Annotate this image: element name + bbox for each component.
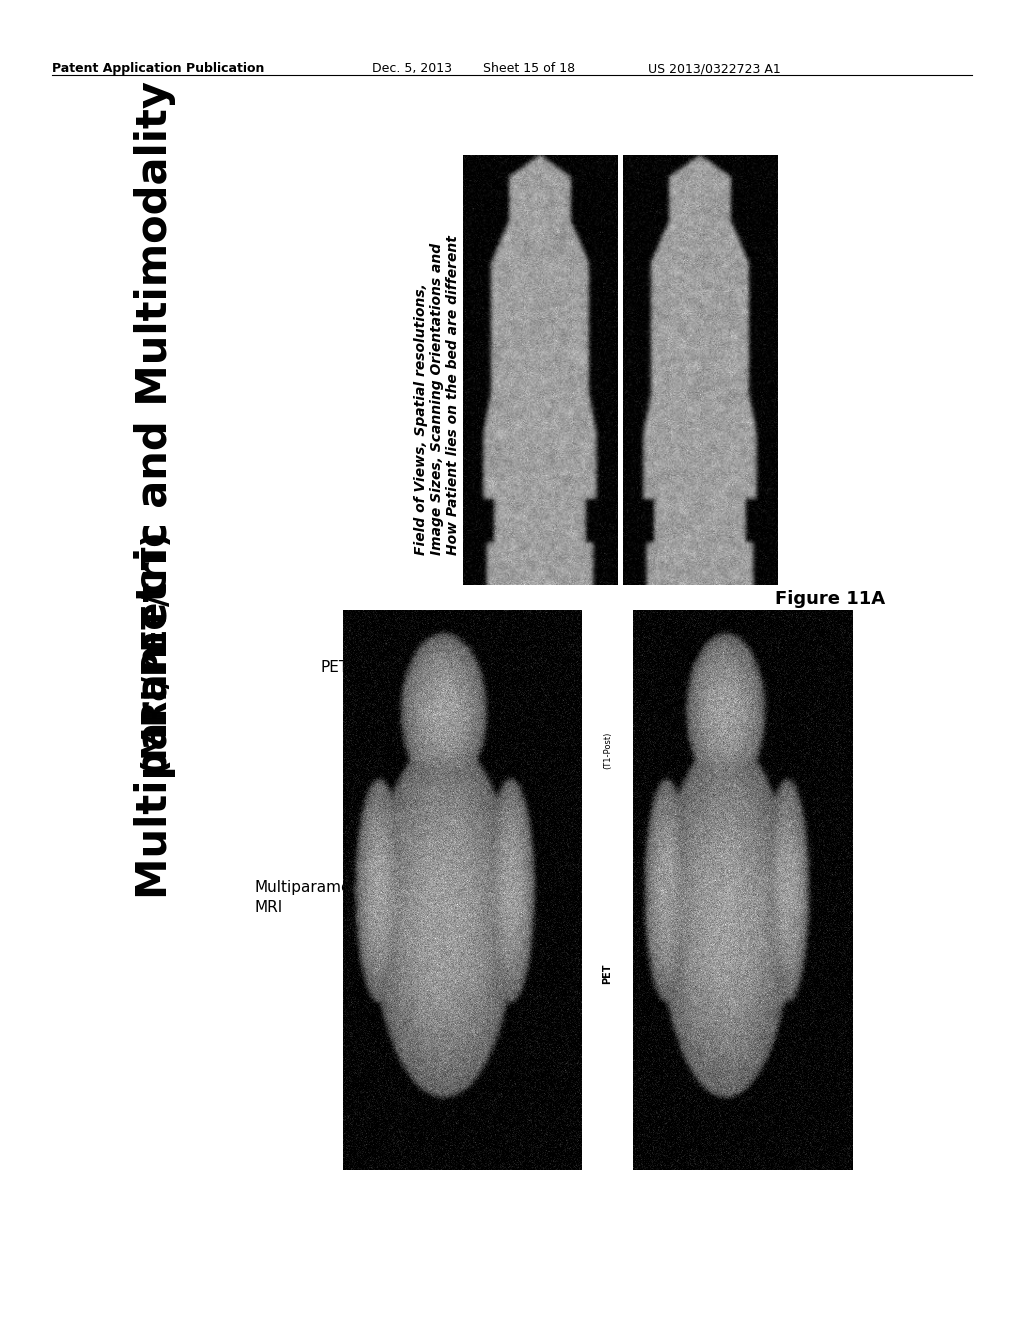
Text: (T1-Post): (T1-Post) <box>603 731 612 768</box>
Text: Field of Views, Spatial resolutions,
Image Sizes, Scanning Orientations and
How : Field of Views, Spatial resolutions, Ima… <box>414 235 460 554</box>
Text: PET/CT: PET/CT <box>319 660 374 675</box>
Text: Dec. 5, 2013: Dec. 5, 2013 <box>372 62 452 75</box>
Text: US 2013/0322723 A1: US 2013/0322723 A1 <box>648 62 780 75</box>
Text: Patent Application Publication: Patent Application Publication <box>52 62 264 75</box>
Text: (MRI/PET/CT): (MRI/PET/CT) <box>138 528 171 772</box>
Text: Sheet 15 of 18: Sheet 15 of 18 <box>483 62 575 75</box>
Text: PET: PET <box>602 964 612 985</box>
Text: Multiparametric and Multimodality: Multiparametric and Multimodality <box>134 81 176 899</box>
Text: Figure 11A: Figure 11A <box>775 590 885 609</box>
Text: Multiparametric
MRI: Multiparametric MRI <box>255 880 377 915</box>
